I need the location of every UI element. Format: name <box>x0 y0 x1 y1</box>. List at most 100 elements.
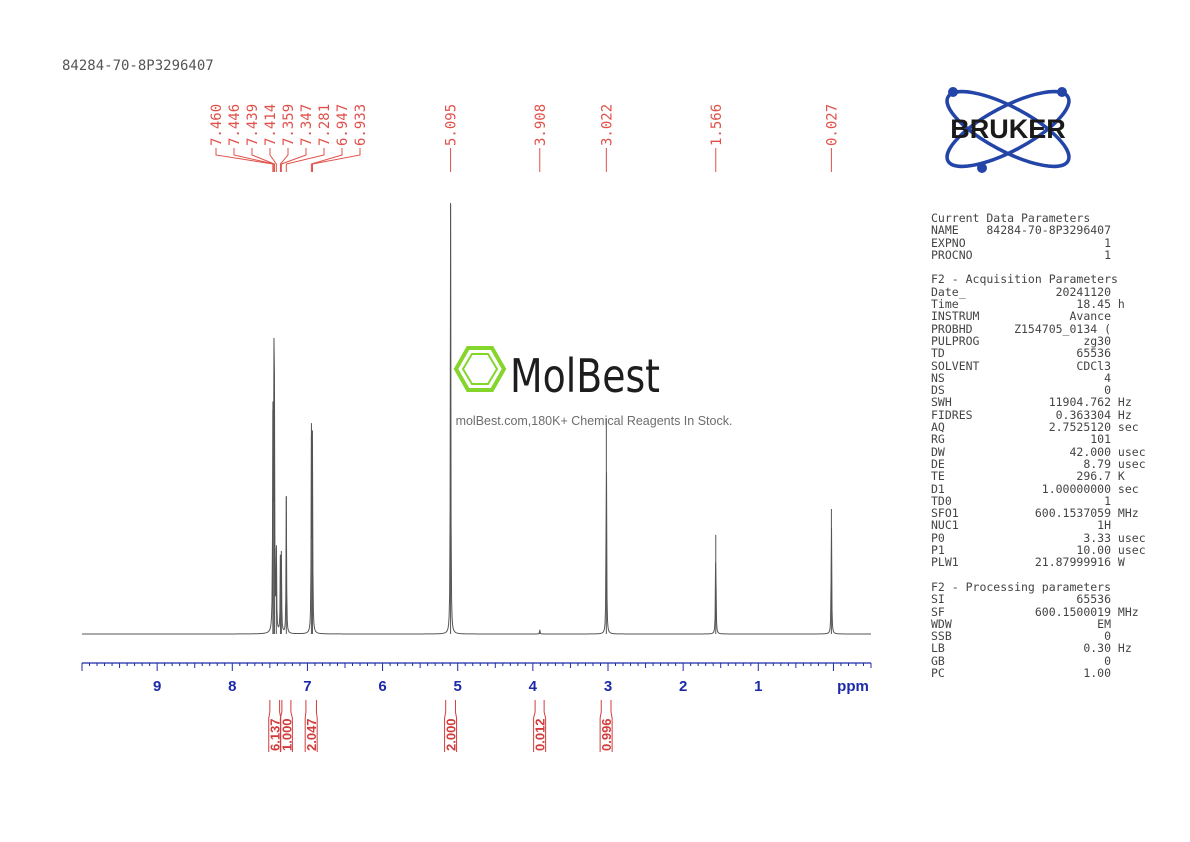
parameter-row: SSB 0 <box>931 629 1112 644</box>
integral-bracket <box>599 700 613 752</box>
peak-label: 7.439 <box>245 104 261 146</box>
spectrum <box>82 203 871 635</box>
peak-label-connector <box>311 148 361 172</box>
peak-label: 3.908 <box>533 104 549 146</box>
parameter-section-title: Current Data Parameters <box>931 211 1091 225</box>
x-tick-label: 2 <box>679 678 687 695</box>
peak-label-connector <box>285 148 325 172</box>
peak-label-connector <box>251 148 275 172</box>
watermark-name: MolBest <box>510 349 660 403</box>
watermark-tagline: molBest.com,180K+ Chemical Reagents In S… <box>456 414 733 428</box>
integral-value: 6.137 <box>268 718 283 751</box>
parameter-row: P1 10.00 usec <box>931 543 1146 558</box>
parameter-row: SWH 11904.762 Hz <box>931 395 1132 410</box>
parameter-section-title: F2 - Processing parameters <box>931 579 1112 594</box>
x-tick-label: 6 <box>378 678 386 695</box>
peak-labels: 7.460 7.446 7.439 7.414 7.359 7.347 7.281 6.947… <box>209 104 840 172</box>
spectrum-trace <box>82 204 871 635</box>
integral-value: 1.000 <box>279 718 294 751</box>
bruker-logo-text: BRUKER <box>950 114 1066 144</box>
integral-value: 0.012 <box>533 718 548 751</box>
parameter-row: WDW EM <box>931 616 1112 631</box>
x-tick-label: 7 <box>303 678 311 695</box>
integral-bracket <box>279 700 293 752</box>
x-tick-label: 5 <box>454 678 462 695</box>
parameter-row: Date_ 20241120 <box>931 284 1112 299</box>
parameter-row: SFO1 600.1537059 MHz <box>931 506 1139 521</box>
peak-label-connector <box>280 148 307 172</box>
peak-label-connector <box>215 148 274 172</box>
peak-label: 6.933 <box>353 104 369 146</box>
peak-label-connector <box>279 148 289 172</box>
integral-region: 1.000 <box>279 700 294 752</box>
parameter-row: AQ 2.7525120 sec <box>931 420 1139 435</box>
parameter-row: TD0 1 <box>931 493 1112 508</box>
peak-label-connector <box>310 148 343 172</box>
parameter-row: SI 65536 <box>931 592 1112 607</box>
peak-label: 5.095 <box>444 104 460 146</box>
acquisition-parameters-panel: Current Data Parameters NAME 84284-70-8P3… <box>931 211 1146 680</box>
peak-label: 0.027 <box>824 104 840 146</box>
parameter-row: INSTRUM Avance <box>931 309 1112 324</box>
benzene-ring-icon <box>453 346 507 392</box>
x-tick-label: 3 <box>604 678 612 695</box>
bruker-logo: BRUKER <box>945 87 1071 173</box>
integral-bracket <box>304 700 318 752</box>
integral-region: 0.996 <box>599 700 614 752</box>
x-tick-label: 8 <box>228 678 236 695</box>
integral-value: 0.996 <box>599 718 614 751</box>
integral-region: 2.047 <box>304 700 319 752</box>
parameter-row: PROCNO 1 <box>931 247 1112 262</box>
integral-bracket <box>533 700 547 752</box>
peak-label: 7.446 <box>227 104 243 146</box>
integral-region: 2.000 <box>444 700 459 752</box>
integral-value: 2.000 <box>444 718 459 751</box>
x-tick-label: 9 <box>153 678 161 695</box>
parameter-row: DW 42.000 usec <box>931 444 1146 459</box>
parameter-section-title: F2 - Acquisition Parameters <box>931 272 1118 287</box>
parameter-row: DS 0 <box>931 383 1112 398</box>
parameter-row: TE 296.7 K <box>931 469 1125 484</box>
x-axis: 9 8 7 6 5 4 3 2 1 ppm <box>81 662 872 695</box>
x-axis-label: ppm <box>837 678 869 695</box>
peak-label: 3.022 <box>599 104 615 146</box>
parameter-row: NAME 84284-70-8P3296407 <box>931 223 1112 238</box>
sample-id: 84284-70-8P3296407 <box>62 58 214 74</box>
peak-label: 7.414 <box>263 104 279 146</box>
peak-label: 7.460 <box>209 104 225 146</box>
parameter-row: EXPNO 1 <box>931 235 1112 250</box>
integral-region: 6.137 <box>268 700 283 752</box>
parameter-row: SOLVENT CDCl3 <box>931 358 1112 373</box>
parameter-row: DE 8.79 usec <box>931 456 1146 471</box>
parameter-row: TD 65536 <box>931 346 1112 361</box>
parameter-row: D1 1.00000000 sec <box>931 481 1139 496</box>
parameter-row: NUC1 1H <box>931 518 1112 533</box>
parameter-row: P0 3.33 usec <box>931 530 1146 545</box>
peak-label-connector <box>233 148 275 172</box>
parameter-row: RG 101 <box>931 432 1112 447</box>
parameter-row: PULPROG zg30 <box>931 333 1112 348</box>
integral-bracket <box>444 700 458 752</box>
parameter-row: SF 600.1500019 MHz <box>931 604 1139 619</box>
peak-label: 1.566 <box>709 104 725 146</box>
peak-label: 7.347 <box>299 104 315 146</box>
integral-value: 2.047 <box>304 718 319 751</box>
peak-label: 7.281 <box>317 104 333 146</box>
x-tick-label: 1 <box>754 678 762 695</box>
x-tick-label: 4 <box>529 678 538 695</box>
parameter-row: PC 1.00 <box>931 665 1112 680</box>
parameter-row: NS 4 <box>931 370 1112 385</box>
parameter-row: LB 0.30 Hz <box>931 641 1132 656</box>
parameter-row: PROBHD Z154705_0134 ( <box>931 321 1112 336</box>
peak-label: 7.359 <box>281 104 297 146</box>
parameter-row: Time 18.45 h <box>931 297 1125 312</box>
molbest-watermark: MolBest molBest.com,180K+ Chemical Reage… <box>453 346 733 428</box>
integral-region: 0.012 <box>533 700 548 752</box>
parameter-row: FIDRES 0.363304 Hz <box>931 407 1132 422</box>
parameter-row: GB 0 <box>931 653 1112 668</box>
peak-label: 6.947 <box>335 104 351 146</box>
parameter-row: PLW1 21.87999916 W <box>931 555 1125 570</box>
peak-label-connector <box>269 148 277 172</box>
